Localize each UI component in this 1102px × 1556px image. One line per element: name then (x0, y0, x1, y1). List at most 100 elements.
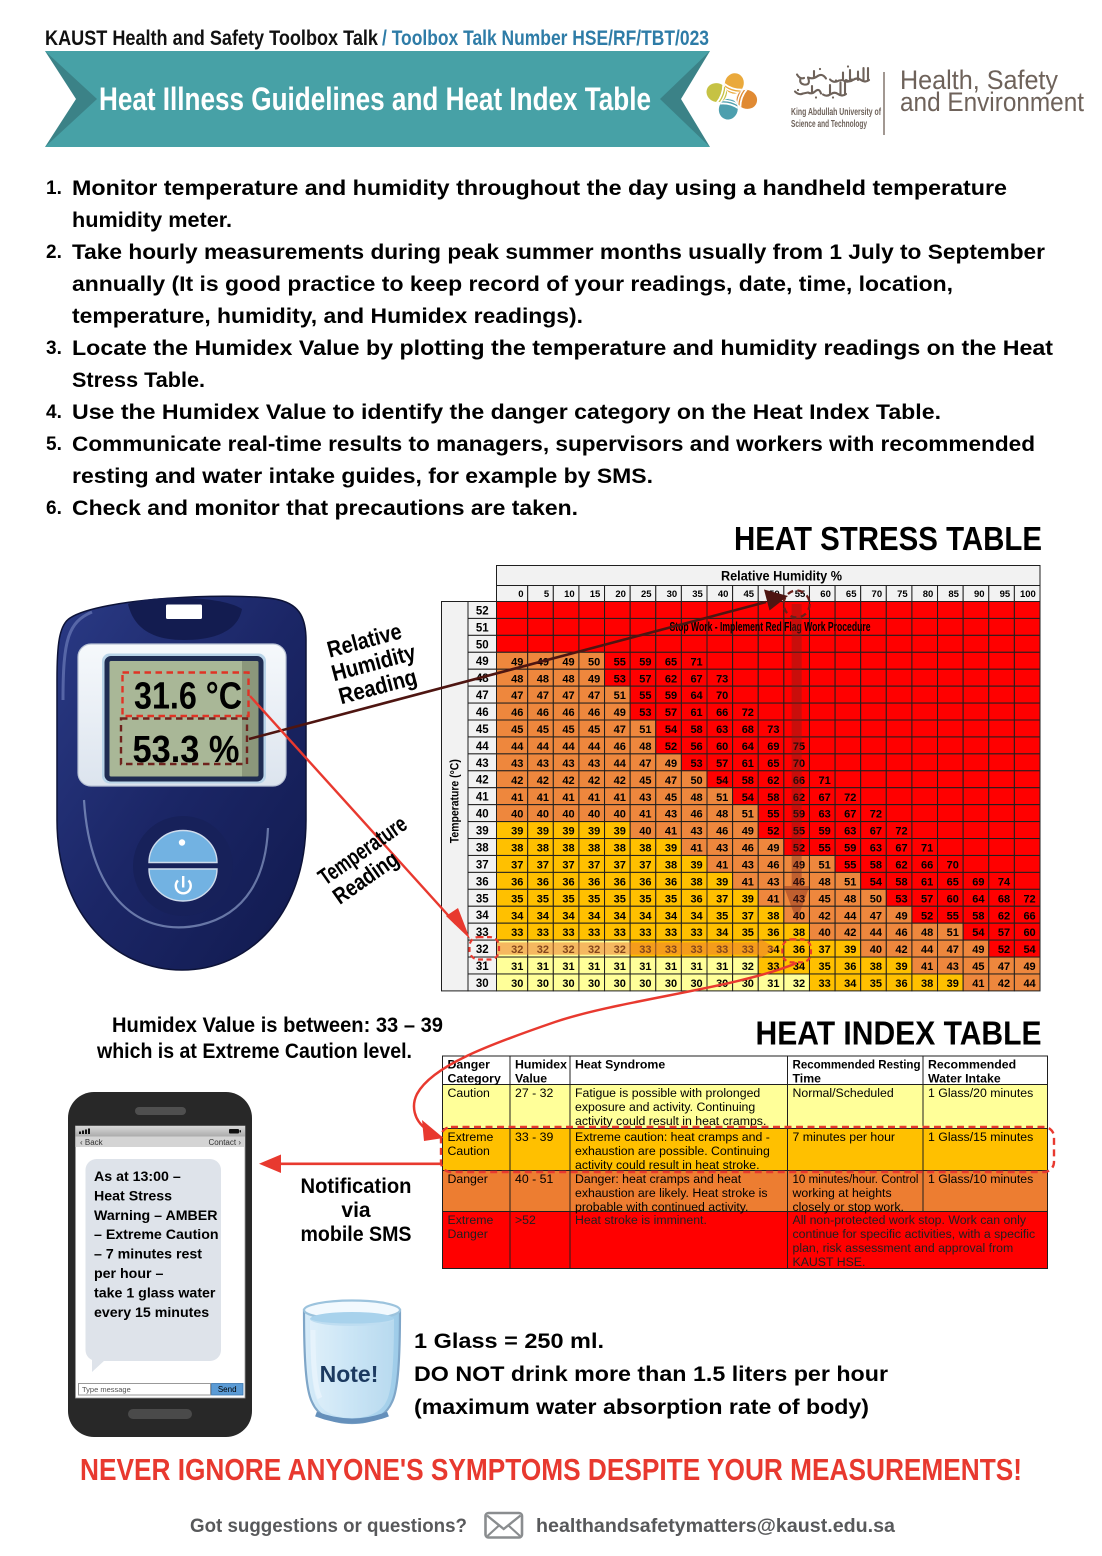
svg-text:72: 72 (895, 826, 907, 838)
svg-text:35: 35 (742, 927, 754, 939)
svg-text:45: 45 (639, 775, 651, 787)
svg-text:39: 39 (588, 826, 600, 838)
svg-text:62: 62 (793, 792, 805, 804)
svg-text:50: 50 (588, 656, 600, 668)
svg-text:humidity meter.: humidity meter. (72, 209, 232, 232)
svg-text:49: 49 (665, 758, 677, 770)
svg-text:10: 10 (564, 589, 575, 600)
svg-text:31: 31 (716, 961, 728, 973)
svg-text:58: 58 (972, 910, 984, 922)
svg-text:53: 53 (690, 758, 702, 770)
svg-text:70: 70 (872, 589, 883, 600)
svg-text:54: 54 (665, 724, 678, 736)
svg-text:30: 30 (511, 978, 523, 990)
svg-text:40: 40 (793, 910, 805, 922)
svg-text:54: 54 (716, 775, 729, 787)
svg-text:46: 46 (562, 707, 574, 719)
svg-text:44: 44 (921, 944, 934, 956)
svg-text:33: 33 (537, 927, 549, 939)
svg-text:30: 30 (588, 978, 600, 990)
svg-text:68: 68 (742, 724, 754, 736)
svg-text:38: 38 (614, 843, 626, 855)
svg-text:38: 38 (588, 843, 600, 855)
svg-text:1 Glass/15 minutes: 1 Glass/15 minutes (928, 1130, 1033, 1144)
svg-text:43: 43 (537, 758, 549, 770)
svg-text:36: 36 (690, 893, 702, 905)
svg-text:55: 55 (639, 690, 651, 702)
svg-text:Heat Syndrome: Heat Syndrome (575, 1058, 665, 1072)
svg-text:31: 31 (511, 961, 523, 973)
svg-text:exhaustion are likely. Heat s: exhaustion are likely. Heat stroke is (575, 1186, 768, 1200)
svg-text:Danger: heat cramps and heat: Danger: heat cramps and heat (575, 1172, 742, 1186)
svg-text:43: 43 (588, 758, 600, 770)
svg-text:47: 47 (998, 961, 1010, 973)
svg-text:15: 15 (590, 589, 601, 600)
svg-text:69: 69 (767, 741, 779, 753)
svg-text:30: 30 (742, 978, 754, 990)
svg-text:mobile SMS: mobile SMS (301, 1223, 412, 1246)
svg-text:58: 58 (870, 859, 882, 871)
svg-text:49: 49 (793, 859, 805, 871)
svg-text:48: 48 (562, 673, 574, 685)
svg-text:Type message: Type message (82, 1385, 131, 1394)
svg-text:2.: 2. (46, 242, 62, 263)
svg-text:45: 45 (476, 724, 489, 736)
svg-text:healthandsafetymatters@kaust.e: healthandsafetymatters@kaust.edu.sa (536, 1516, 895, 1537)
svg-text:35: 35 (819, 961, 831, 973)
svg-text:34: 34 (537, 910, 550, 922)
svg-text:39: 39 (947, 978, 959, 990)
svg-text:46: 46 (588, 707, 600, 719)
svg-text:closely or stop work.: closely or stop work. (793, 1200, 904, 1214)
svg-text:52: 52 (998, 944, 1010, 956)
svg-text:41: 41 (537, 792, 549, 804)
svg-text:1.: 1. (46, 178, 62, 199)
svg-text:41: 41 (562, 792, 574, 804)
svg-text:33: 33 (639, 927, 651, 939)
svg-text:1 Glass = 250 ml.: 1 Glass = 250 ml. (414, 1330, 604, 1353)
svg-text:33: 33 (588, 927, 600, 939)
svg-text:Humidex: Humidex (515, 1058, 567, 1072)
svg-text:0: 0 (518, 589, 523, 600)
svg-text:temperature, humidity, and Hum: temperature, humidity, and Humidex readi… (72, 305, 583, 328)
svg-text:51: 51 (742, 809, 754, 821)
svg-text:43: 43 (742, 859, 754, 871)
svg-text:35: 35 (562, 893, 574, 905)
svg-text:39: 39 (716, 876, 728, 888)
svg-text:Take hourly measurements durin: Take hourly measurements during peak sum… (72, 241, 1045, 264)
svg-text:34: 34 (476, 910, 489, 922)
svg-text:75: 75 (793, 741, 805, 753)
svg-text:100: 100 (1020, 589, 1036, 600)
svg-text:47: 47 (476, 690, 489, 702)
svg-text:55: 55 (795, 589, 806, 600)
svg-text:41: 41 (767, 893, 779, 905)
svg-text:65: 65 (665, 656, 677, 668)
svg-text:60: 60 (947, 893, 959, 905)
svg-text:41: 41 (690, 843, 702, 855)
svg-text:42: 42 (537, 775, 549, 787)
svg-text:38: 38 (562, 843, 574, 855)
svg-text:5: 5 (544, 589, 550, 600)
svg-text:36: 36 (588, 876, 600, 888)
svg-text:30: 30 (537, 978, 549, 990)
svg-text:Recommended Resting: Recommended Resting (793, 1058, 921, 1072)
svg-text:40: 40 (639, 826, 651, 838)
svg-text:51: 51 (614, 690, 626, 702)
svg-text:64: 64 (742, 741, 755, 753)
svg-text:45: 45 (537, 724, 549, 736)
svg-text:41: 41 (511, 792, 523, 804)
svg-text:37: 37 (537, 859, 549, 871)
svg-text:46: 46 (716, 826, 728, 838)
svg-text:41: 41 (665, 826, 677, 838)
svg-text:55: 55 (614, 656, 626, 668)
svg-text:Health, Safety: Health, Safety (900, 65, 1058, 95)
svg-text:50: 50 (690, 775, 702, 787)
svg-text:27 - 32: 27 - 32 (515, 1086, 553, 1100)
svg-text:51: 51 (819, 859, 831, 871)
svg-text:42: 42 (614, 775, 626, 787)
svg-text:49: 49 (1023, 961, 1035, 973)
svg-text:51: 51 (716, 792, 728, 804)
svg-text:74: 74 (998, 876, 1011, 888)
svg-text:43: 43 (639, 792, 651, 804)
svg-text:67: 67 (895, 843, 907, 855)
svg-text:38: 38 (639, 843, 651, 855)
